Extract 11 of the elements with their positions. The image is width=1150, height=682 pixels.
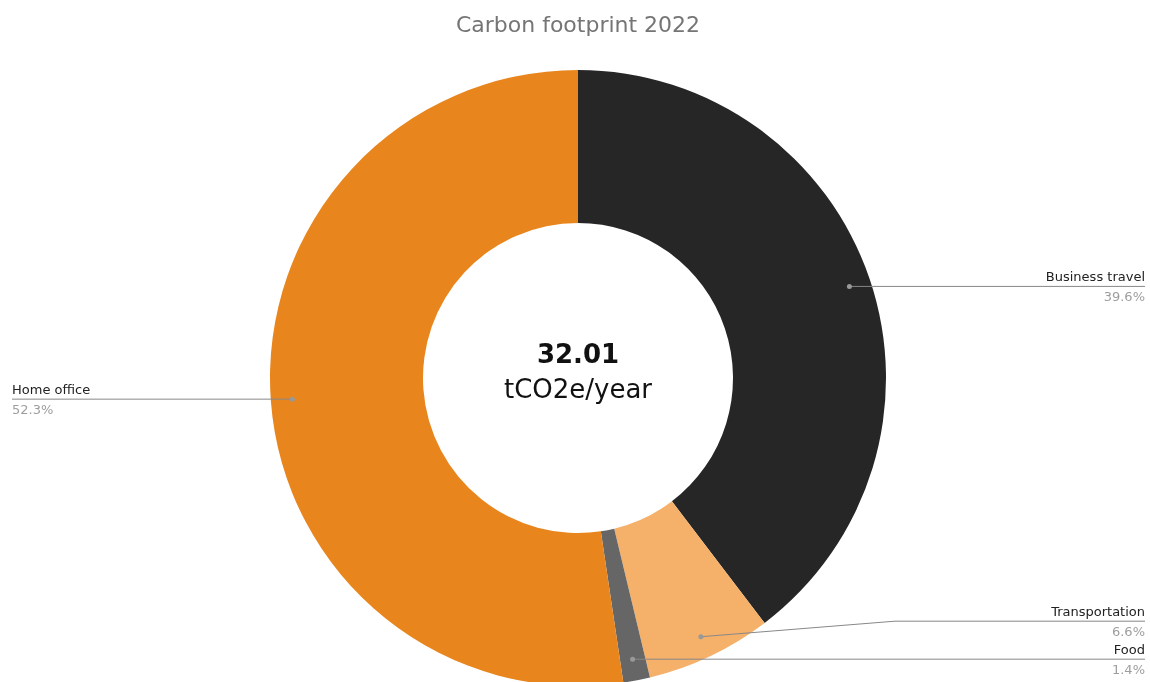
- data-label: 1.4%: [1111, 662, 1145, 678]
- chart-title: Carbon footprint 2022: [455, 12, 701, 37]
- text: 32.01: [536, 339, 620, 369]
- slice-label: Business travel: [1045, 269, 1145, 285]
- slice-label: Food: [1113, 642, 1145, 658]
- data-label: 39.6%: [1103, 289, 1145, 305]
- slice-label: Home office: [12, 382, 91, 398]
- text: tCO2e/year: [503, 374, 653, 404]
- slice-label: Transportation: [1050, 604, 1145, 620]
- data-label: 6.6%: [1111, 624, 1145, 640]
- data-label: 52.3%: [12, 402, 54, 418]
